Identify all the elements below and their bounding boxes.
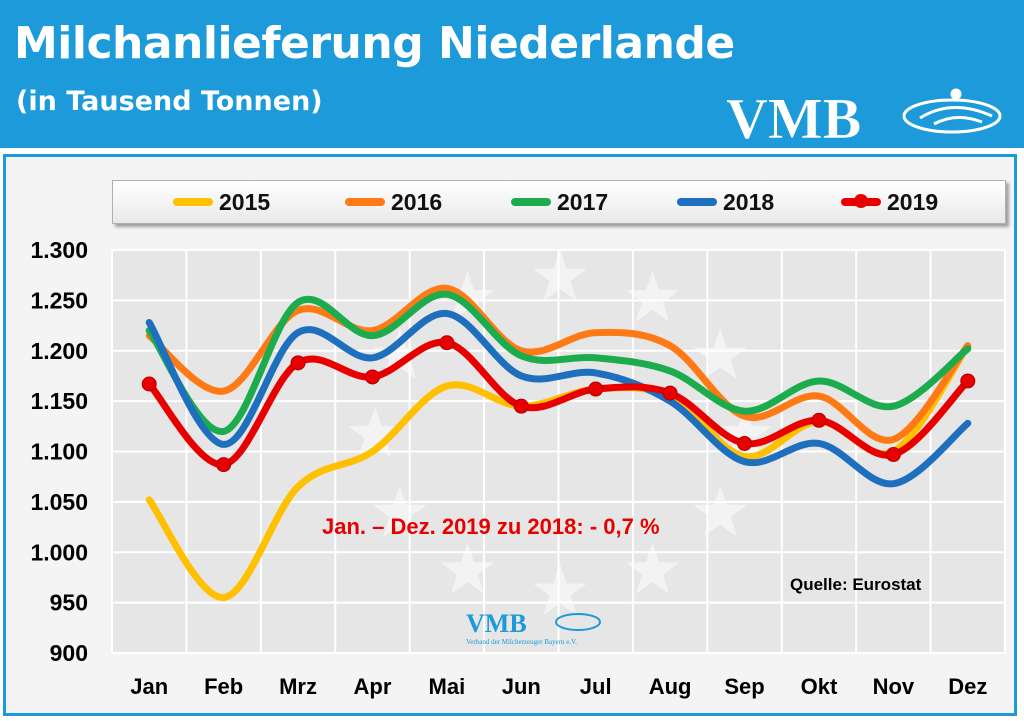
series-line-2017 bbox=[145, 290, 972, 435]
data-point-2019 bbox=[439, 335, 455, 351]
data-point-2019 bbox=[885, 447, 901, 463]
y-tick-label: 900 bbox=[50, 640, 88, 666]
legend-item-2015: 2015 bbox=[173, 181, 270, 223]
legend-marker bbox=[854, 194, 868, 208]
y-tick-label: 1.050 bbox=[30, 489, 88, 515]
watermark-logo-text: VMB bbox=[466, 609, 527, 638]
data-point-2019 bbox=[290, 355, 306, 371]
vmb-logo-swoosh-icon bbox=[902, 88, 1002, 134]
watermark-star-icon bbox=[625, 270, 680, 322]
x-axis-ticks: Jan Feb Mrz Apr Mai Jun Jul Aug Sep Okt Nov Dez bbox=[130, 674, 987, 699]
chart-subtitle: (in Tausend Tonnen) bbox=[16, 86, 323, 117]
x-tick-label: Feb bbox=[204, 674, 243, 699]
data-point-2019 bbox=[141, 376, 157, 392]
data-point-2019 bbox=[364, 369, 380, 385]
watermark-star-icon bbox=[718, 407, 772, 458]
data-point-2019 bbox=[588, 381, 604, 397]
x-tick-label: Jun bbox=[502, 674, 541, 699]
legend-label: 2018 bbox=[723, 188, 775, 215]
legend-swatch bbox=[345, 198, 385, 206]
watermark-star-icon bbox=[625, 543, 680, 594]
annotation-source: Quelle: Eurostat bbox=[790, 575, 922, 594]
legend: 2015 2016 2017 2018 2019 bbox=[112, 180, 1006, 224]
x-tick-label: Apr bbox=[354, 674, 392, 699]
x-tick-label: Dez bbox=[948, 674, 987, 699]
x-tick-label: Nov bbox=[873, 674, 915, 699]
legend-item-2017: 2017 bbox=[511, 181, 608, 223]
data-point-2019 bbox=[662, 385, 678, 401]
x-tick-label: Sep bbox=[724, 674, 764, 699]
legend-label: 2016 bbox=[391, 188, 443, 215]
legend-item-2016: 2016 bbox=[345, 181, 442, 223]
x-tick-label: Mrz bbox=[279, 674, 317, 699]
legend-swatch bbox=[511, 198, 551, 206]
legend-label: 2019 bbox=[887, 188, 939, 215]
x-tick-label: Jul bbox=[580, 674, 612, 699]
watermark-star-icon bbox=[348, 407, 402, 458]
legend-swatch bbox=[173, 198, 213, 206]
watermark-star-icon bbox=[533, 564, 587, 615]
annotation-change: Jan. – Dez. 2019 zu 2018: - 0,7 % bbox=[322, 514, 660, 539]
y-tick-label: 1.200 bbox=[30, 338, 88, 364]
legend-item-2018: 2018 bbox=[677, 181, 774, 223]
watermark-logo: VMB Verband der Milcherzeuger Bayern e.V… bbox=[466, 609, 601, 646]
legend-swatch bbox=[677, 198, 717, 206]
series-line-2019 bbox=[145, 338, 972, 469]
legend-item-2019: 2019 bbox=[841, 181, 938, 223]
watermark-star-icon bbox=[440, 543, 495, 594]
y-tick-label: 1.150 bbox=[30, 388, 88, 414]
y-tick-label: 1.000 bbox=[30, 539, 88, 565]
x-tick-label: Jan bbox=[130, 674, 168, 699]
watermark-star-icon bbox=[533, 249, 587, 301]
y-tick-label: 1.300 bbox=[30, 237, 88, 263]
watermark-tagline: Verband der Milcherzeuger Bayern e.V. bbox=[466, 638, 577, 646]
series-lines bbox=[145, 284, 972, 602]
x-tick-label: Okt bbox=[801, 674, 838, 699]
vmb-logo-text: VMB bbox=[726, 86, 861, 144]
data-point-2019 bbox=[960, 373, 976, 389]
y-tick-label: 1.100 bbox=[30, 439, 88, 465]
series-line-2018 bbox=[145, 309, 972, 488]
watermark-swoosh-icon bbox=[555, 613, 601, 631]
series-markers bbox=[141, 335, 976, 473]
x-tick-label: Aug bbox=[649, 674, 692, 699]
y-axis-ticks: 900 950 1.000 1.050 1.100 1.150 1.200 1.250 1.30… bbox=[30, 237, 88, 666]
watermark-star-icon bbox=[373, 485, 427, 537]
watermark-star-icon bbox=[373, 328, 427, 379]
data-point-2019 bbox=[737, 435, 753, 451]
header-banner: Milchanlieferung Niederlande (in Tausend… bbox=[0, 0, 1024, 148]
legend-swatch bbox=[841, 194, 881, 208]
chart-title: Milchanlieferung Niederlande bbox=[14, 18, 735, 69]
data-point-2019 bbox=[513, 398, 529, 414]
watermark-star-icon bbox=[693, 485, 747, 537]
x-tick-label: Mai bbox=[429, 674, 466, 699]
y-tick-label: 950 bbox=[50, 590, 88, 616]
vmb-logo: VMB bbox=[726, 86, 1002, 144]
data-point-2019 bbox=[216, 457, 232, 473]
legend-label: 2015 bbox=[219, 188, 271, 215]
watermark-star-icon bbox=[693, 328, 747, 379]
data-point-2019 bbox=[811, 412, 827, 428]
y-tick-label: 1.250 bbox=[30, 287, 88, 313]
legend-label: 2017 bbox=[557, 188, 609, 215]
